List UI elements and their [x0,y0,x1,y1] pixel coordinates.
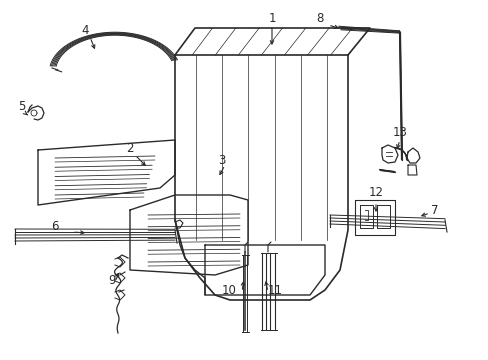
Text: 6: 6 [51,220,59,234]
Text: 13: 13 [392,126,407,139]
Text: 5: 5 [18,100,26,113]
Text: 3: 3 [218,153,225,166]
Text: 1: 1 [268,12,275,24]
Text: 7: 7 [430,203,438,216]
Text: 11: 11 [267,284,283,297]
Text: 4: 4 [81,23,88,36]
Text: 2: 2 [126,141,134,154]
Text: 10: 10 [222,284,237,297]
Text: 12: 12 [368,186,383,199]
Text: 8: 8 [316,12,323,24]
Text: 9: 9 [108,274,116,287]
